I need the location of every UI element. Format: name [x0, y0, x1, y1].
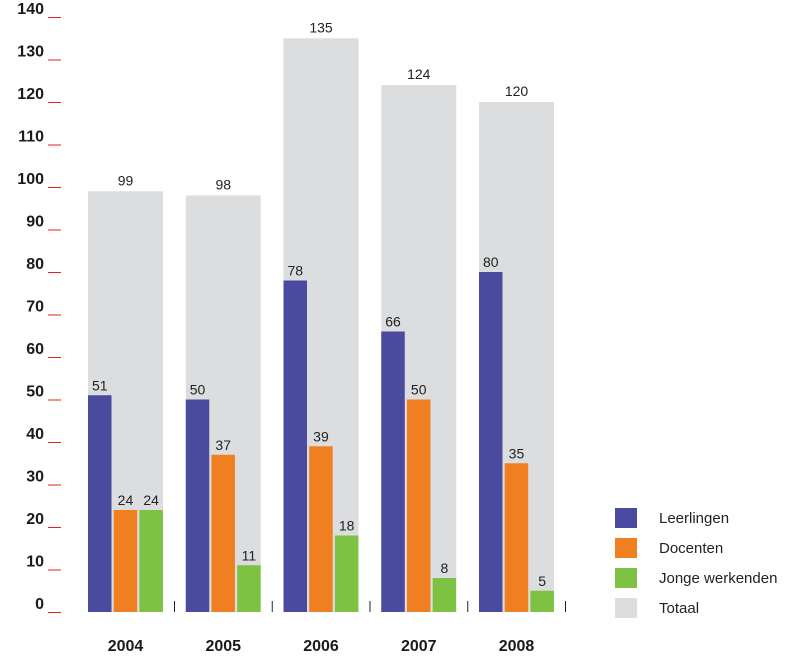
data-label-totaal: 120: [505, 83, 529, 99]
x-tick-label: 2005: [205, 638, 241, 655]
legend-swatch-totaal: [615, 598, 637, 618]
data-label-docenten: 39: [313, 428, 329, 444]
y-tick-label: 80: [26, 256, 44, 273]
legend-swatch-leerlingen: [615, 508, 637, 528]
data-label-totaal: 135: [309, 19, 333, 35]
bar-docenten: [406, 399, 431, 612]
y-tick-label: 90: [26, 214, 44, 231]
bar-docenten: [309, 446, 333, 612]
x-tick-label: 2007: [401, 638, 437, 655]
bar-leerlingen: [479, 272, 503, 612]
data-label-docenten: 50: [411, 382, 427, 398]
legend-label-totaal: Totaal: [659, 599, 700, 617]
data-label-jonge-werkenden: 5: [538, 573, 546, 589]
bar-jonge-werkenden: [334, 535, 359, 612]
bar-leerlingen: [381, 331, 405, 612]
bar-docenten: [113, 510, 138, 612]
bar-leerlingen: [88, 395, 112, 612]
data-label-leerlingen: 50: [190, 382, 206, 398]
bar-docenten: [504, 463, 529, 612]
bar-docenten: [211, 454, 235, 612]
legend-item-docenten: Docenten: [615, 533, 777, 563]
legend-item-leerlingen: Leerlingen: [615, 503, 777, 533]
data-label-docenten: 24: [118, 492, 134, 508]
data-label-leerlingen: 51: [92, 377, 108, 393]
data-label-totaal: 98: [215, 177, 231, 193]
data-label-jonge-werkenden: 11: [242, 547, 257, 563]
bar-jonge-werkenden: [139, 510, 163, 612]
y-tick-label: 10: [26, 554, 44, 571]
x-tick-label: 2008: [499, 638, 535, 655]
data-label-jonge-werkenden: 8: [441, 560, 449, 576]
legend-item-totaal: Totaal: [615, 593, 777, 623]
y-tick-label: 20: [26, 511, 44, 528]
y-tick-label: 30: [26, 469, 44, 486]
data-label-totaal: 99: [118, 172, 134, 188]
y-tick-label: 0: [35, 596, 44, 613]
y-tick-label: 110: [18, 129, 44, 146]
y-tick-label: 140: [17, 1, 44, 18]
legend-swatch-docenten: [615, 538, 637, 558]
data-label-jonge-werkenden: 18: [339, 518, 355, 534]
legend-swatch-jonge-werkenden: [615, 568, 637, 588]
legend-label-jonge-werkenden: Jonge werkenden: [659, 569, 778, 587]
data-label-docenten: 37: [215, 437, 231, 453]
legend: Leerlingen Docenten Jonge werkenden Tota…: [615, 503, 777, 623]
x-tick-label: 2004: [108, 638, 144, 655]
data-label-leerlingen: 80: [483, 254, 499, 270]
bar-leerlingen: [283, 280, 307, 612]
y-tick-label: 40: [26, 426, 44, 443]
data-label-jonge-werkenden: 24: [143, 492, 159, 508]
y-tick-label: 120: [17, 86, 44, 103]
data-label-totaal: 124: [407, 66, 431, 82]
data-label-leerlingen: 78: [287, 263, 303, 279]
bar-jonge-werkenden: [237, 565, 261, 612]
y-tick-label: 130: [17, 44, 44, 61]
x-tick-label: 2006: [303, 638, 339, 655]
legend-label-docenten: Docenten: [659, 539, 724, 557]
bar-leerlingen: [185, 399, 210, 612]
y-tick-label: 60: [26, 341, 44, 358]
y-tick-label: 70: [26, 299, 44, 316]
legend-label-leerlingen: Leerlingen: [659, 509, 730, 527]
bar-jonge-werkenden: [432, 578, 457, 612]
y-tick-label: 100: [17, 171, 44, 188]
data-label-leerlingen: 66: [385, 314, 401, 330]
data-label-docenten: 35: [509, 445, 525, 461]
y-tick-label: 50: [26, 384, 44, 401]
bar-jonge-werkenden: [530, 590, 554, 612]
legend-item-jonge-werkenden: Jonge werkenden: [615, 563, 777, 593]
